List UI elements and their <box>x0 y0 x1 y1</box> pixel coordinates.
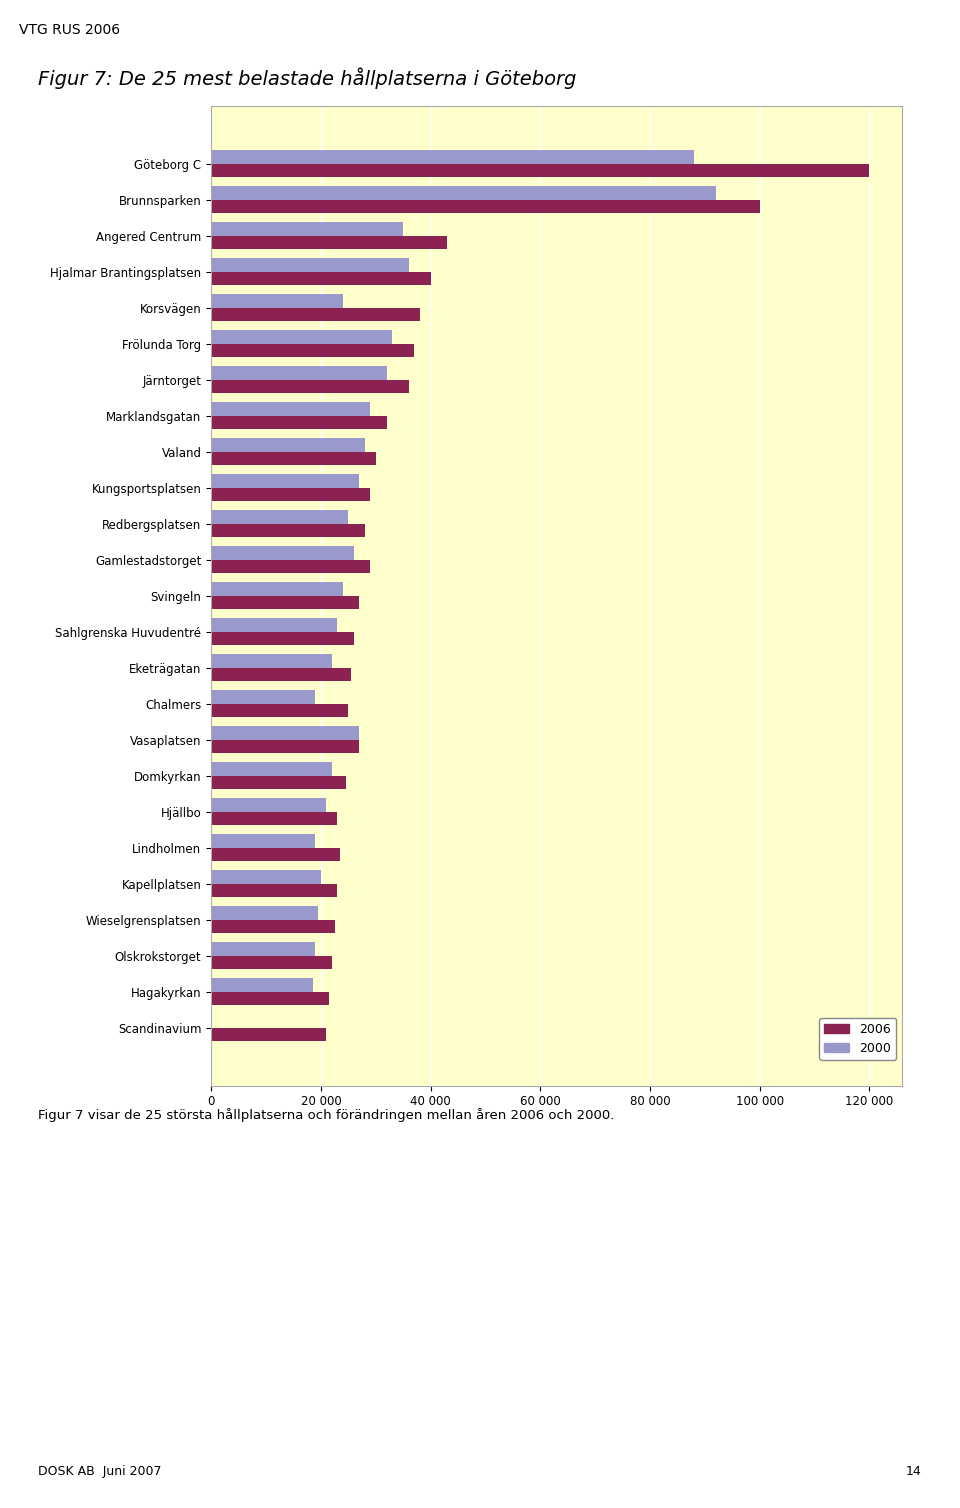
Bar <box>211 487 371 501</box>
Bar <box>211 654 332 668</box>
Bar <box>211 380 409 394</box>
Bar <box>211 416 387 430</box>
Bar <box>211 510 348 523</box>
Bar <box>211 582 343 596</box>
Bar <box>211 185 716 199</box>
Bar <box>211 344 414 357</box>
Bar <box>211 798 326 811</box>
Bar <box>211 691 316 704</box>
Bar <box>211 151 694 164</box>
Bar <box>211 870 321 884</box>
Bar <box>211 308 420 321</box>
Bar <box>211 258 409 271</box>
Bar <box>211 762 332 775</box>
Bar <box>211 942 316 956</box>
Bar <box>211 366 387 380</box>
Bar <box>211 330 393 344</box>
Bar <box>211 992 329 1006</box>
Bar <box>211 977 313 992</box>
Bar <box>211 523 365 537</box>
Bar <box>211 403 371 416</box>
Bar <box>211 725 359 739</box>
Text: DOSK AB  Juni 2007: DOSK AB Juni 2007 <box>38 1464 162 1478</box>
Text: Figur 7: De 25 mest belastade hållplatserna i Göteborg: Figur 7: De 25 mest belastade hållplatse… <box>38 68 577 89</box>
Bar <box>211 164 870 178</box>
Bar <box>211 775 346 789</box>
Bar <box>211 1027 326 1041</box>
Bar <box>211 847 340 861</box>
Bar <box>211 546 354 559</box>
Bar <box>211 884 337 897</box>
Bar <box>211 452 375 466</box>
Bar <box>211 704 348 718</box>
Bar <box>211 596 359 609</box>
Bar <box>211 956 332 970</box>
Bar <box>211 199 759 214</box>
Bar <box>211 618 337 632</box>
Bar <box>211 834 316 847</box>
Bar <box>211 739 359 754</box>
Bar <box>211 437 365 452</box>
Bar <box>211 668 351 682</box>
Text: Figur 7 visar de 25 största hållplatserna och förändringen mellan åren 2006 och : Figur 7 visar de 25 största hållplatsern… <box>38 1108 614 1122</box>
Text: 14: 14 <box>906 1464 922 1478</box>
Legend: 2006, 2000: 2006, 2000 <box>819 1018 896 1060</box>
Bar <box>211 811 337 825</box>
Bar <box>211 920 335 933</box>
Bar <box>211 222 403 235</box>
Bar <box>211 294 343 308</box>
Bar <box>211 474 359 487</box>
Text: VTG RUS 2006: VTG RUS 2006 <box>19 23 120 36</box>
Bar <box>211 906 318 920</box>
Bar <box>211 235 447 249</box>
Bar <box>211 271 431 285</box>
Bar <box>211 632 354 645</box>
Bar <box>211 559 371 573</box>
